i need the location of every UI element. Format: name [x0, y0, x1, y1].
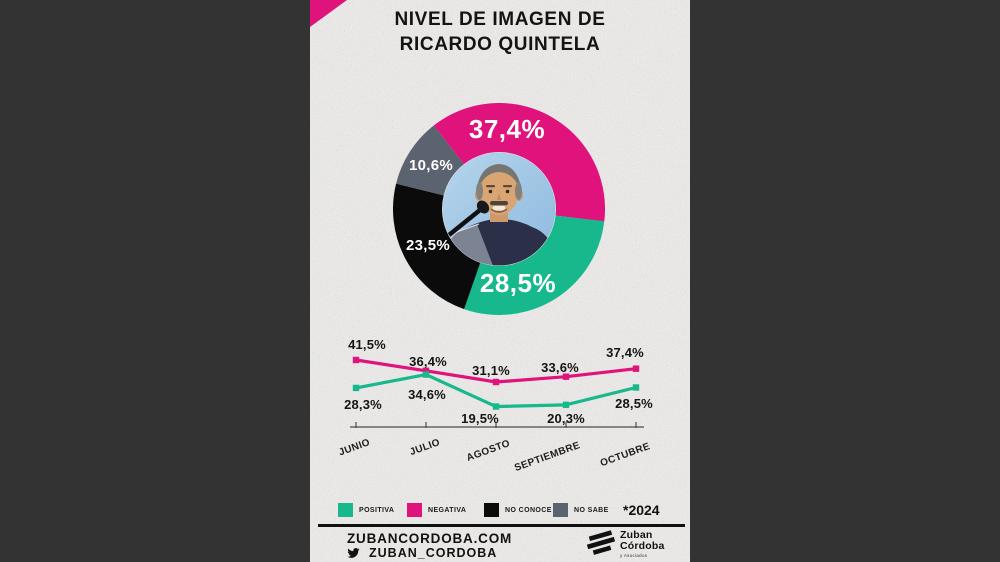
legend-item-no-conoce: NO CONOCE — [484, 503, 552, 517]
donut-slice-no-conoce — [393, 103, 605, 315]
no-sabe-swatch — [553, 503, 568, 517]
data-point-negativa-octubre — [632, 365, 640, 372]
neg-point-label-septiembre: 33,6% — [541, 360, 579, 375]
data-point-negativa-julio — [422, 367, 430, 374]
donut-segments — [393, 102, 605, 315]
donut-label-no-sabe: 10,6% — [408, 157, 454, 174]
legend-item-negativa: NEGATIVA — [407, 503, 466, 517]
donut-label-negativa: 37,4% — [468, 114, 546, 144]
pos-point-label-junio: 28,3% — [344, 397, 382, 412]
data-point-positiva-octubre — [632, 384, 640, 391]
zuban-cordoba-logo-text: Zuban Córdoba y Asociados — [620, 529, 665, 559]
legend-item-positiva: POSITIVA — [338, 503, 394, 517]
pos-point-label-octubre: 28,5% — [615, 396, 653, 411]
legend-item-no-sabe: NO SABE — [553, 503, 609, 517]
neg-point-label-julio: 36,4% — [409, 354, 447, 369]
data-point-negativa-agosto — [492, 378, 500, 386]
no-conoce-swatch — [484, 503, 499, 517]
donut-slice-positiva — [393, 102, 605, 315]
twitter-row: ZUBAN_CORDOBA — [347, 546, 497, 560]
zuban-cordoba-logo-mark — [586, 530, 616, 555]
page-title-line2: RICARDO QUINTELA — [399, 34, 601, 55]
legend-label: NO SABE — [574, 506, 609, 514]
image-level-donut-chart: 37,4% 10,6% 23,5% 28,5% — [393, 102, 605, 315]
logo-word1: Zuban — [620, 529, 653, 541]
donut-label-positiva: 28,5% — [479, 268, 557, 298]
data-point-negativa-septiembre — [562, 373, 570, 380]
zuban-cordoba-logo: Zuban Córdoba y Asociados — [586, 530, 665, 558]
year-note: *2024 — [623, 502, 660, 518]
chart-legend: POSITIVA NEGATIVA NO CONOCE NO SABE *202… — [310, 502, 690, 523]
logo-subtitle: y Asociados — [620, 553, 648, 558]
infographic-canvas: NIVEL DE IMAGEN DE RICARDO QUINTELA — [310, 0, 690, 562]
twitter-bird-icon — [347, 548, 360, 558]
trend-line-chart-svg — [350, 356, 644, 428]
negativa-swatch — [407, 503, 422, 517]
page-title: NIVEL DE IMAGEN DE RICARDO QUINTELA — [310, 7, 690, 57]
pos-point-label-agosto: 19,5% — [461, 411, 499, 426]
pos-point-label-julio: 34,6% — [408, 387, 446, 402]
twitter-handle: ZUBAN_CORDOBA — [369, 546, 498, 560]
logo-word2: Córdoba — [620, 540, 665, 552]
page-title-line1: NIVEL DE IMAGEN DE — [394, 9, 606, 30]
neg-point-label-octubre: 37,4% — [606, 345, 644, 360]
data-point-positiva-septiembre — [562, 401, 570, 409]
data-point-positiva-junio — [352, 384, 360, 392]
donut-chart-svg — [393, 102, 605, 315]
footer-separator-line — [318, 524, 685, 527]
website-url: ZUBANCORDOBA.COM — [347, 531, 513, 546]
legend-label: NO CONOCE — [505, 506, 552, 514]
axis-label-octubre: OCTUBRE — [598, 441, 652, 470]
positiva-swatch — [338, 503, 353, 517]
axis-label-septiembre: SEPTIEMBRE — [513, 440, 582, 474]
pos-point-label-septiembre: 20,3% — [547, 411, 585, 426]
data-point-positiva-agosto — [492, 403, 500, 410]
legend-label: NEGATIVA — [428, 506, 467, 514]
legend-label: POSITIVA — [359, 506, 395, 514]
donut-label-no-conoce: 23,5% — [405, 237, 451, 254]
neg-point-label-agosto: 31,1% — [472, 363, 510, 378]
data-point-negativa-junio — [352, 356, 360, 364]
data-point-positiva-julio — [422, 371, 430, 378]
neg-point-label-junio: 41,5% — [348, 337, 386, 352]
